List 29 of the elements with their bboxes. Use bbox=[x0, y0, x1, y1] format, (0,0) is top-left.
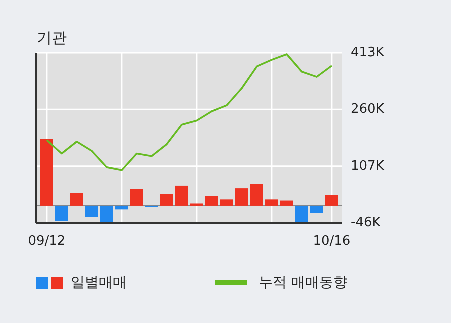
bar bbox=[175, 186, 188, 206]
bar bbox=[325, 195, 338, 206]
bar bbox=[85, 206, 98, 218]
bar bbox=[250, 184, 264, 206]
chart-title: 기관 bbox=[37, 29, 67, 47]
bar bbox=[100, 206, 114, 223]
bar bbox=[205, 196, 218, 206]
x-tick-label: 09/12 bbox=[28, 234, 66, 249]
bar bbox=[55, 206, 68, 222]
bar bbox=[40, 139, 54, 206]
bar bbox=[295, 206, 308, 223]
x-tick-label: 10/16 bbox=[313, 234, 351, 249]
bar bbox=[265, 200, 278, 206]
legend-label: 누적 매매동향 bbox=[259, 274, 348, 291]
y-tick-label: 413K bbox=[351, 46, 385, 61]
bar bbox=[220, 200, 234, 206]
y-tick-label: 107K bbox=[351, 158, 385, 174]
bar bbox=[310, 206, 324, 213]
legend-label: 일별매매 bbox=[71, 274, 127, 291]
y-tick-label: -46K bbox=[351, 216, 382, 231]
bar bbox=[115, 206, 128, 210]
y-tick-label: 260K bbox=[351, 102, 385, 118]
legend-일별매매: 일별매매 bbox=[36, 274, 127, 291]
bar bbox=[280, 200, 294, 206]
bar bbox=[160, 194, 174, 206]
bar bbox=[235, 188, 248, 206]
bar bbox=[70, 193, 84, 206]
bar bbox=[130, 189, 144, 206]
line-series bbox=[46, 54, 333, 172]
